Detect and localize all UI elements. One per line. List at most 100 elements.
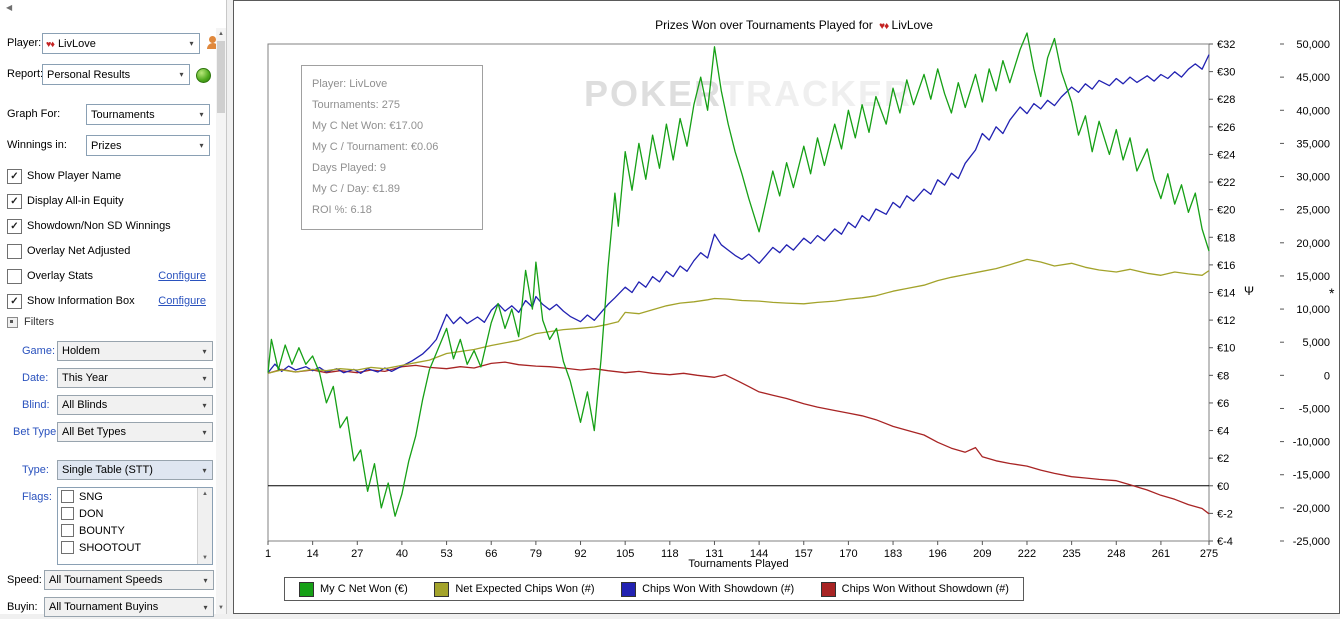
sidebar-scrollbar[interactable]: ▲ ▼ [216,28,226,614]
chip-axis-symbol: * [1329,285,1335,301]
blind-filter-select[interactable]: All Blinds ▾ [57,395,213,415]
svg-text:0: 0 [1324,370,1330,382]
legend-label: Chips Won Without Showdown (#) [841,583,1009,595]
legend-item: Chips Won With Showdown (#) [621,581,795,597]
speed-row: Speed: All Tournament Speeds ▾ [0,570,226,592]
scroll-up-icon[interactable]: ▲ [202,491,208,497]
watermark-light: TRACKER [722,73,913,114]
scroll-up-icon[interactable]: ▲ [218,31,224,37]
checkbox-display-all-in-equity[interactable]: ✓ Display All-in Equity [7,192,220,210]
legend-swatch [434,581,450,597]
legend-swatch [820,581,836,597]
svg-text:40: 40 [396,548,408,560]
graph-for-select[interactable]: Tournaments ▾ [86,104,210,125]
player-select[interactable]: ♥♦ LivLove ▾ [42,33,200,54]
type-filter-select[interactable]: Single Table (STT) ▾ [57,460,213,480]
scroll-down-icon[interactable]: ▼ [202,555,208,561]
graph-for-label: Graph For: [7,108,61,120]
svg-text:14: 14 [307,548,319,560]
flag-item-sng[interactable]: SNG [58,488,212,505]
speed-select-value: All Tournament Speeds [49,574,163,586]
svg-text:40,000: 40,000 [1296,105,1330,117]
legend-item: Chips Won Without Showdown (#) [820,581,1009,597]
svg-text:248: 248 [1107,548,1125,560]
checkbox-icon[interactable] [61,507,74,520]
chart-panel: Prizes Won over Tournaments Played for ♥… [233,0,1340,614]
checkbox-icon[interactable] [61,490,74,503]
date-filter-label: Date: [22,372,49,384]
report-status-icon[interactable] [196,68,211,83]
speed-select[interactable]: All Tournament Speeds ▾ [44,570,214,590]
checkbox-icon[interactable]: ✓ [7,218,22,234]
pokertracker-icon: ♥♦ [879,21,889,32]
checkbox-label: Show Player Name [27,170,122,182]
svg-text:25,000: 25,000 [1296,205,1330,217]
report-select[interactable]: Personal Results ▾ [42,64,190,85]
chart-title: Prizes Won over Tournaments Played for ♥… [294,18,1294,32]
player-row: Player: ♥♦ LivLove ▾ [0,33,226,55]
checkbox-label: Display All-in Equity [27,195,124,207]
legend-item: Net Expected Chips Won (#) [434,581,595,597]
configure-information-box-link[interactable]: Configure [158,295,206,307]
svg-text:€18: €18 [1217,232,1235,244]
winnings-in-select[interactable]: Prizes ▾ [86,135,210,156]
chevron-down-icon: ▾ [202,346,207,356]
legend-swatch [299,581,314,597]
checkbox-show-player-name[interactable]: ✓ Show Player Name [7,167,220,185]
legend-label: Net Expected Chips Won (#) [455,583,595,595]
chevron-down-icon: ▾ [202,427,207,437]
legend-item: My C Net Won (€) [299,581,408,597]
collapse-section-icon[interactable] [7,316,18,328]
svg-text:€6: €6 [1217,398,1229,410]
collapse-sidebar-button[interactable]: ◀ [6,3,18,15]
checkbox-icon[interactable] [61,541,74,554]
chevron-down-icon: ▾ [202,465,207,475]
graph-for-select-value: Tournaments [91,108,155,121]
flags-scrollbar[interactable]: ▲ ▼ [197,488,212,564]
legend-label: Chips Won With Showdown (#) [642,583,795,595]
checkbox-icon[interactable] [61,524,74,537]
filters-section-header[interactable]: Filters [7,316,54,328]
svg-text:€12: €12 [1217,315,1235,327]
configure-overlay-stats-link[interactable]: Configure [158,270,206,282]
svg-text:45,000: 45,000 [1296,72,1330,84]
scroll-down-icon[interactable]: ▼ [218,605,224,611]
flag-label: BOUNTY [79,524,125,537]
panel-splitter[interactable] [227,0,233,614]
player-select-value: LivLove [57,37,96,50]
svg-text:€16: €16 [1217,260,1235,272]
type-filter-value: Single Table (STT) [62,464,153,476]
checkbox-overlay-stats[interactable]: Overlay Stats Configure [7,267,220,285]
game-filter-select[interactable]: Holdem ▾ [57,341,213,361]
bet-type-filter-select[interactable]: All Bet Types ▾ [57,422,213,442]
date-filter-value: This Year [62,372,108,384]
svg-text:50,000: 50,000 [1296,39,1330,51]
svg-text:131: 131 [705,548,723,560]
bet-type-filter-value: All Bet Types [62,426,126,438]
checkbox-icon[interactable]: ✓ [7,293,22,309]
svg-text:27: 27 [351,548,363,560]
player-avatar-icon[interactable] [205,35,221,51]
flags-list: SNG DON BOUNTY SHOOTOUT ▲ ▼ [57,487,213,565]
scrollbar-thumb[interactable] [217,41,225,113]
checkbox-showdown-non-sd-winnings[interactable]: ✓ Showdown/Non SD Winnings [7,217,220,235]
bet-type-filter-row: Bet Type: All Bet Types ▾ [0,422,226,444]
checkbox-icon[interactable] [7,243,22,259]
checkbox-icon[interactable] [7,268,22,284]
checkbox-icon[interactable]: ✓ [7,193,22,209]
flag-item-don[interactable]: DON [58,505,212,522]
svg-text:€-4: €-4 [1217,536,1233,548]
svg-text:235: 235 [1062,548,1080,560]
winnings-in-label: Winnings in: [7,139,67,151]
svg-text:30,000: 30,000 [1296,172,1330,184]
flag-item-bounty[interactable]: BOUNTY [58,522,212,539]
checkbox-show-information-box[interactable]: ✓ Show Information Box Configure [7,292,220,310]
flag-item-shootout[interactable]: SHOOTOUT [58,539,212,556]
checkbox-overlay-net-adjusted[interactable]: Overlay Net Adjusted [7,242,220,260]
report-row: Report: Personal Results ▾ [0,64,226,86]
left-arrow-icon: ◀ [6,3,13,12]
svg-text:92: 92 [574,548,586,560]
checkbox-icon[interactable]: ✓ [7,168,22,184]
buyin-select[interactable]: All Tournament Buyins ▾ [44,597,214,617]
date-filter-select[interactable]: This Year ▾ [57,368,213,388]
